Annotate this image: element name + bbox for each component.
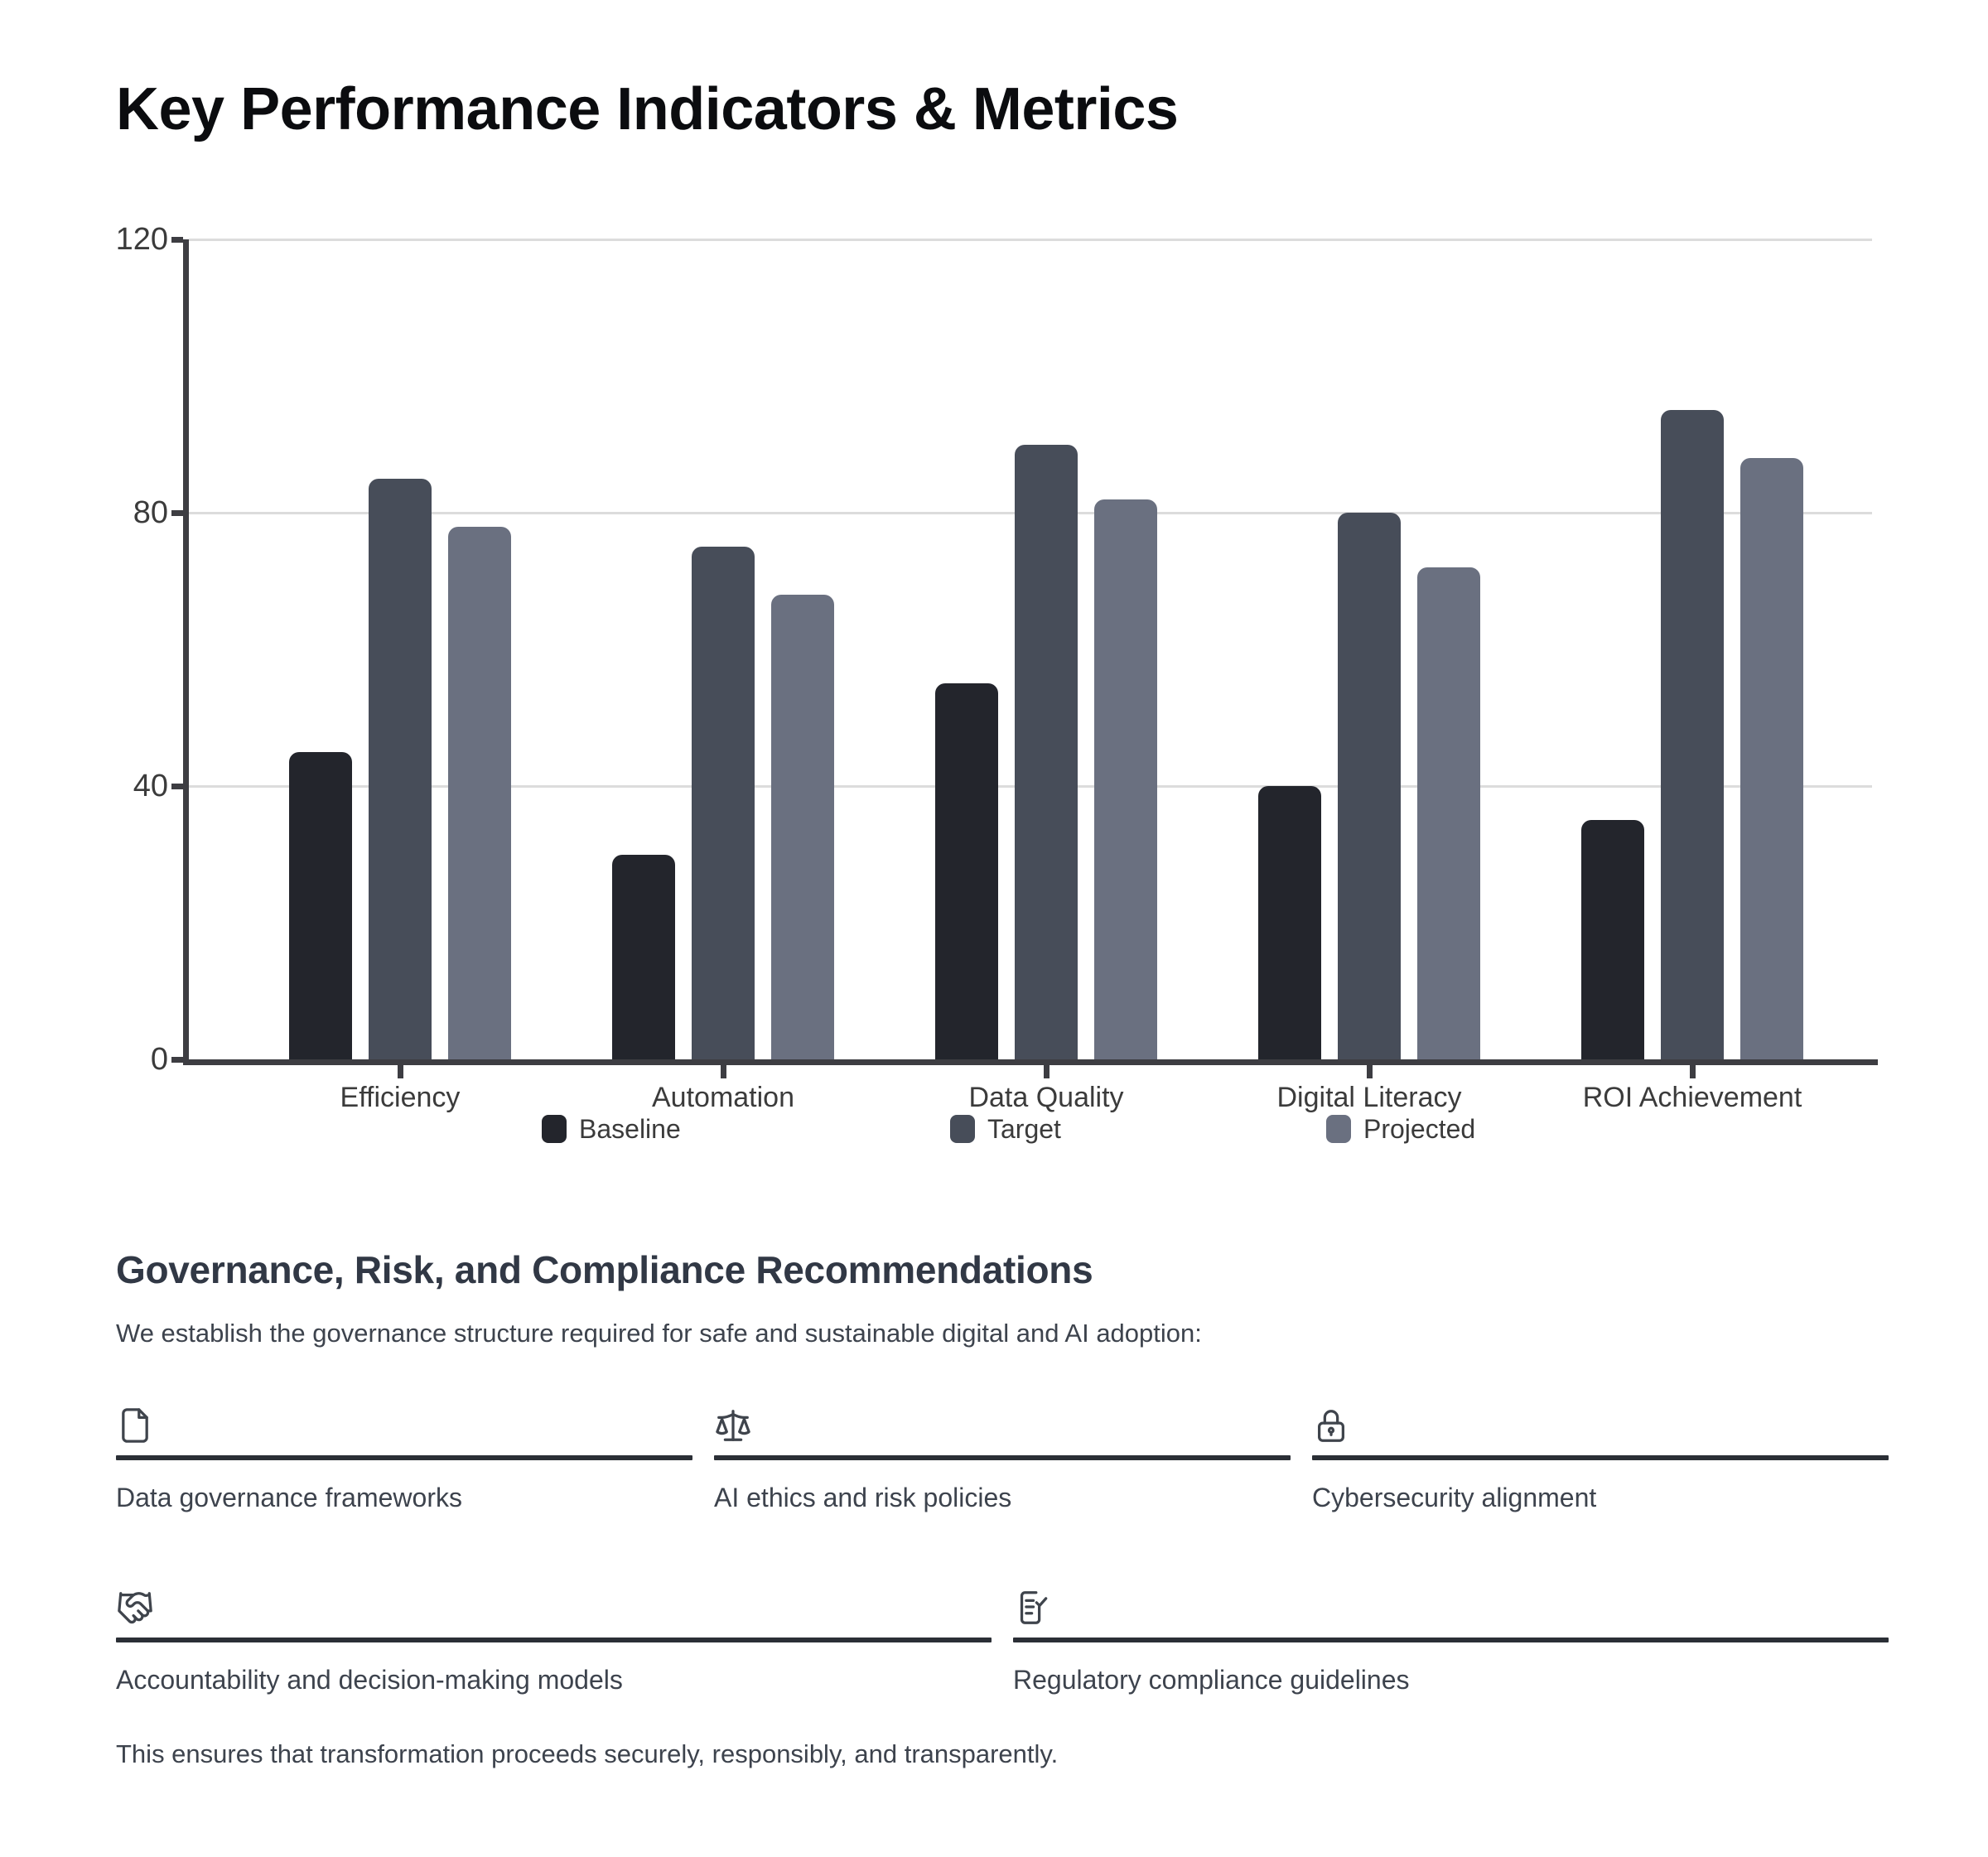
bar-group-roi-achievement (1581, 239, 1803, 1059)
document-check-icon (1013, 1589, 1051, 1627)
x-tick-roi-achievement (1689, 1065, 1696, 1078)
bar-target-automation (692, 547, 755, 1059)
x-axis-line (183, 1059, 1878, 1065)
x-axis-label-data-quality: Data Quality (968, 1082, 1124, 1113)
closing-text: This ensures that transformation proceed… (116, 1739, 1059, 1768)
x-tick-efficiency (397, 1065, 403, 1078)
governance-item-ai-ethics: AI ethics and risk policies (714, 1406, 1291, 1513)
y-axis-label-120: 120 (115, 222, 168, 257)
bar-group-efficiency (289, 239, 511, 1059)
item-rule (1013, 1638, 1889, 1642)
chart-legend: Baseline Target Projected (0, 1111, 1988, 1150)
y-axis-line (183, 239, 189, 1065)
bar-target-efficiency (369, 478, 432, 1059)
bar-projected-automation (771, 595, 834, 1059)
governance-item-regulatory: Regulatory compliance guidelines (1013, 1589, 1889, 1695)
item-label: Accountability and decision-making model… (116, 1665, 623, 1695)
item-rule (714, 1455, 1291, 1460)
x-axis-label-efficiency: Efficiency (340, 1082, 461, 1113)
item-label: AI ethics and risk policies (714, 1483, 1012, 1512)
legend-item-projected: Projected (1326, 1111, 1475, 1147)
x-axis-label-digital-literacy: Digital Literacy (1276, 1082, 1462, 1113)
item-rule (116, 1638, 992, 1642)
legend-swatch-baseline (542, 1115, 567, 1143)
section-heading: Governance, Risk, and Compliance Recomme… (116, 1248, 1093, 1291)
bar-group-automation (612, 239, 834, 1059)
governance-items-row-2: Accountability and decision-making model… (116, 1589, 1889, 1695)
kpi-bar-chart: 0 40 80 120 Efficiency Automation Data Quality… (116, 222, 1878, 1113)
handshake-icon (116, 1589, 154, 1627)
x-tick-digital-literacy (1366, 1065, 1373, 1078)
bar-baseline-automation (612, 854, 675, 1059)
x-tick-data-quality (1043, 1065, 1049, 1078)
bar-target-roi-achievement (1661, 410, 1724, 1059)
y-tick-120 (171, 236, 183, 243)
bar-baseline-digital-literacy (1258, 786, 1321, 1059)
y-axis-label-80: 80 (133, 495, 168, 530)
item-rule (116, 1455, 692, 1460)
bar-baseline-data-quality (935, 683, 998, 1059)
bar-target-data-quality (1015, 444, 1078, 1059)
item-label: Regulatory compliance guidelines (1013, 1665, 1410, 1695)
file-icon (116, 1406, 154, 1445)
bar-projected-digital-literacy (1417, 567, 1480, 1059)
legend-swatch-projected (1326, 1115, 1351, 1143)
y-tick-40 (171, 783, 183, 789)
legend-label-target: Target (987, 1114, 1061, 1144)
y-tick-0 (171, 1056, 183, 1063)
bar-group-data-quality (935, 239, 1157, 1059)
lock-icon (1312, 1406, 1350, 1445)
item-label: Data governance frameworks (116, 1483, 462, 1512)
y-axis-label-40: 40 (133, 769, 168, 803)
item-rule (1312, 1455, 1889, 1460)
governance-items-row-1: Data governance frameworks AI ethics and… (116, 1406, 1889, 1513)
legend-label-projected: Projected (1363, 1114, 1476, 1144)
y-axis-label-0: 0 (150, 1042, 168, 1077)
bar-projected-roi-achievement (1740, 458, 1803, 1059)
y-tick-80 (171, 509, 183, 516)
bar-projected-efficiency (448, 526, 511, 1059)
section-intro: We establish the governance structure re… (116, 1319, 1202, 1348)
page-title: Key Performance Indicators & Metrics (116, 76, 1179, 142)
bar-baseline-roi-achievement (1581, 820, 1644, 1059)
governance-item-cybersecurity: Cybersecurity alignment (1312, 1406, 1889, 1513)
x-axis-label-automation: Automation (652, 1082, 794, 1113)
legend-label-baseline: Baseline (579, 1114, 681, 1144)
bar-projected-data-quality (1094, 499, 1157, 1059)
x-tick-automation (720, 1065, 726, 1078)
x-axis-label-roi-achievement: ROI Achievement (1582, 1082, 1802, 1113)
legend-swatch-target (950, 1115, 975, 1143)
bar-target-digital-literacy (1338, 513, 1401, 1059)
item-label: Cybersecurity alignment (1312, 1483, 1597, 1512)
bar-group-digital-literacy (1258, 239, 1480, 1059)
legend-item-baseline: Baseline (542, 1111, 681, 1147)
governance-item-data-governance: Data governance frameworks (116, 1406, 692, 1513)
gridline-120 (189, 238, 1872, 241)
legend-item-target: Target (950, 1111, 1061, 1147)
governance-item-accountability: Accountability and decision-making model… (116, 1589, 992, 1695)
bar-baseline-efficiency (289, 751, 352, 1059)
scale-icon (714, 1406, 752, 1445)
